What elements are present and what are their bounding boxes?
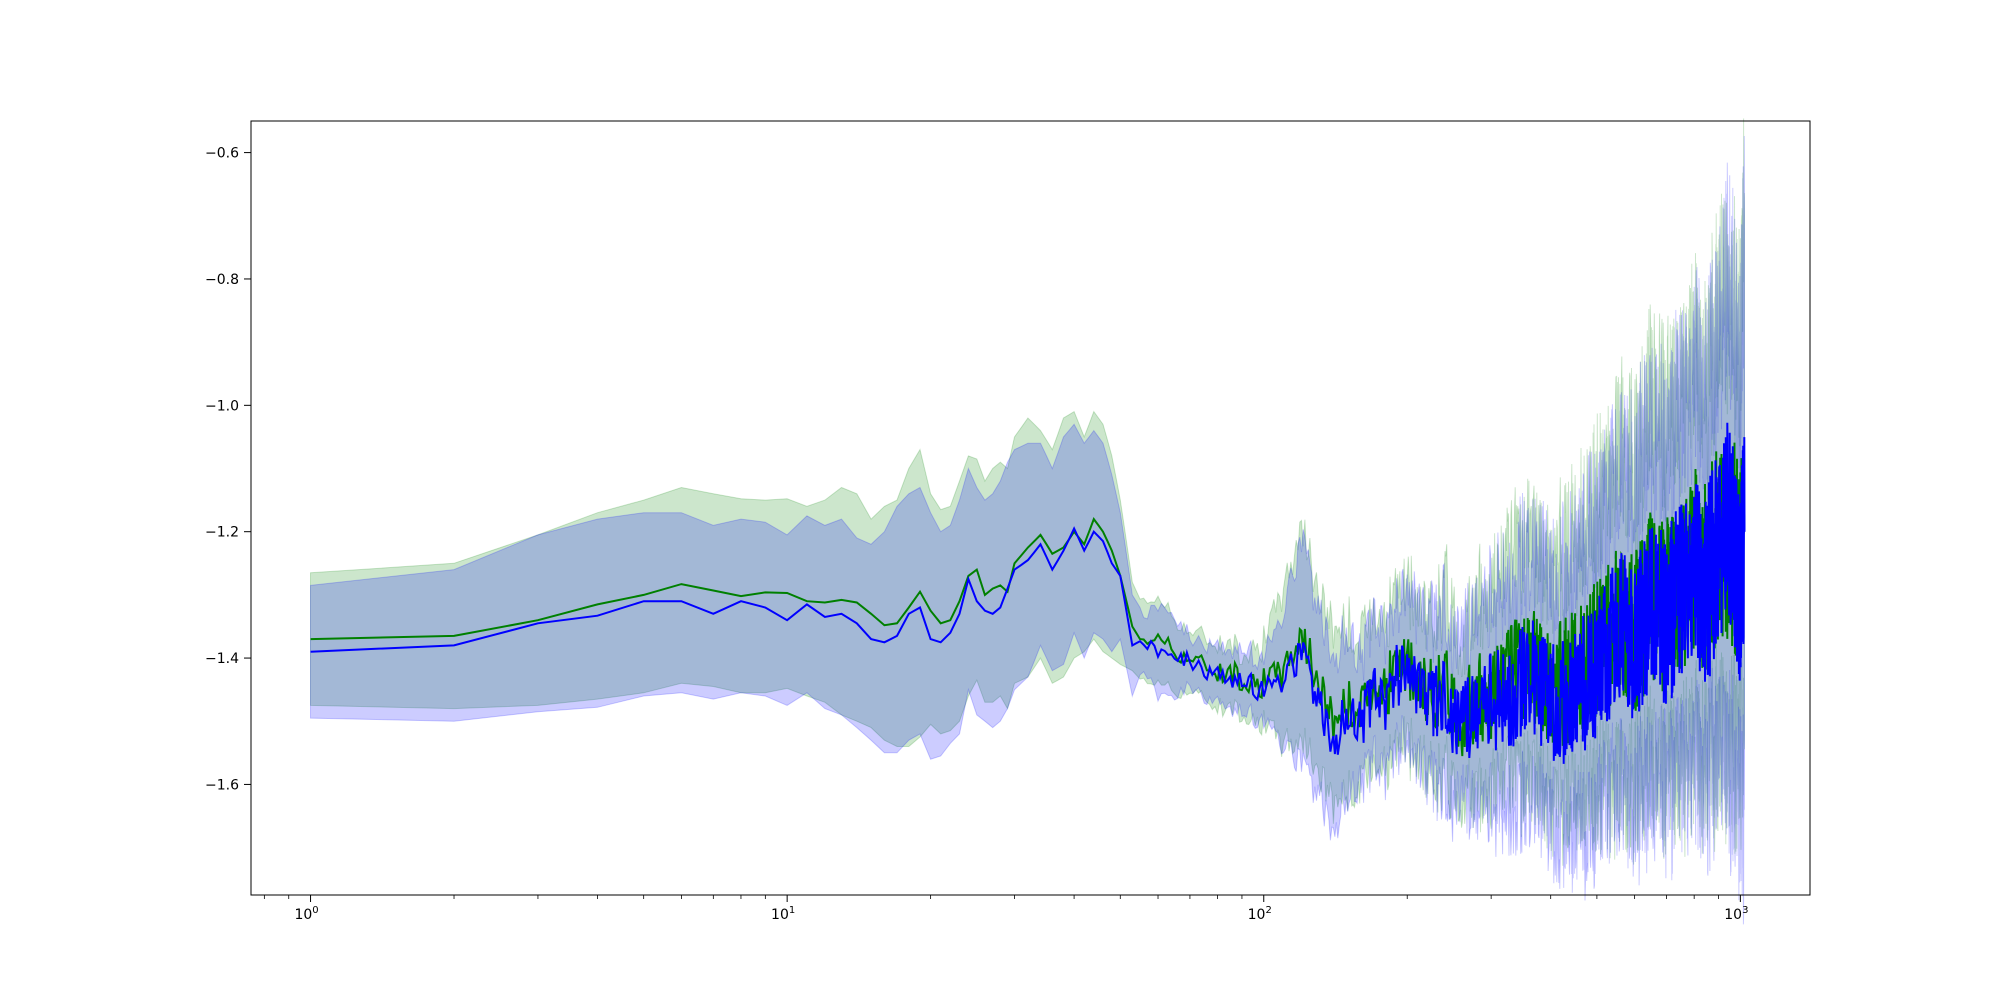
y-tick-label: −1.6 <box>205 777 239 793</box>
x-axis: 100 101 102 103 <box>263 895 1748 923</box>
y-tick-label: −0.6 <box>205 146 239 162</box>
series-2-line <box>310 422 1746 764</box>
x-tick-label: 100 <box>294 905 318 923</box>
plot-frame <box>250 120 1811 896</box>
x-tick-label: 102 <box>1248 905 1272 923</box>
x-tick-label: 103 <box>1724 905 1748 923</box>
confidence-bands <box>310 118 1745 925</box>
series-lines <box>310 422 1746 764</box>
y-tick-label: −1.0 <box>205 398 239 414</box>
y-tick-label: −1.2 <box>205 525 239 541</box>
y-tick-label: −0.8 <box>205 272 239 288</box>
y-axis: −0.6 −0.8 −1.0 −1.2 −1.4 −1.6 <box>205 146 251 793</box>
x-tick-label: 101 <box>771 905 795 923</box>
y-tick-label: −1.4 <box>205 651 239 667</box>
